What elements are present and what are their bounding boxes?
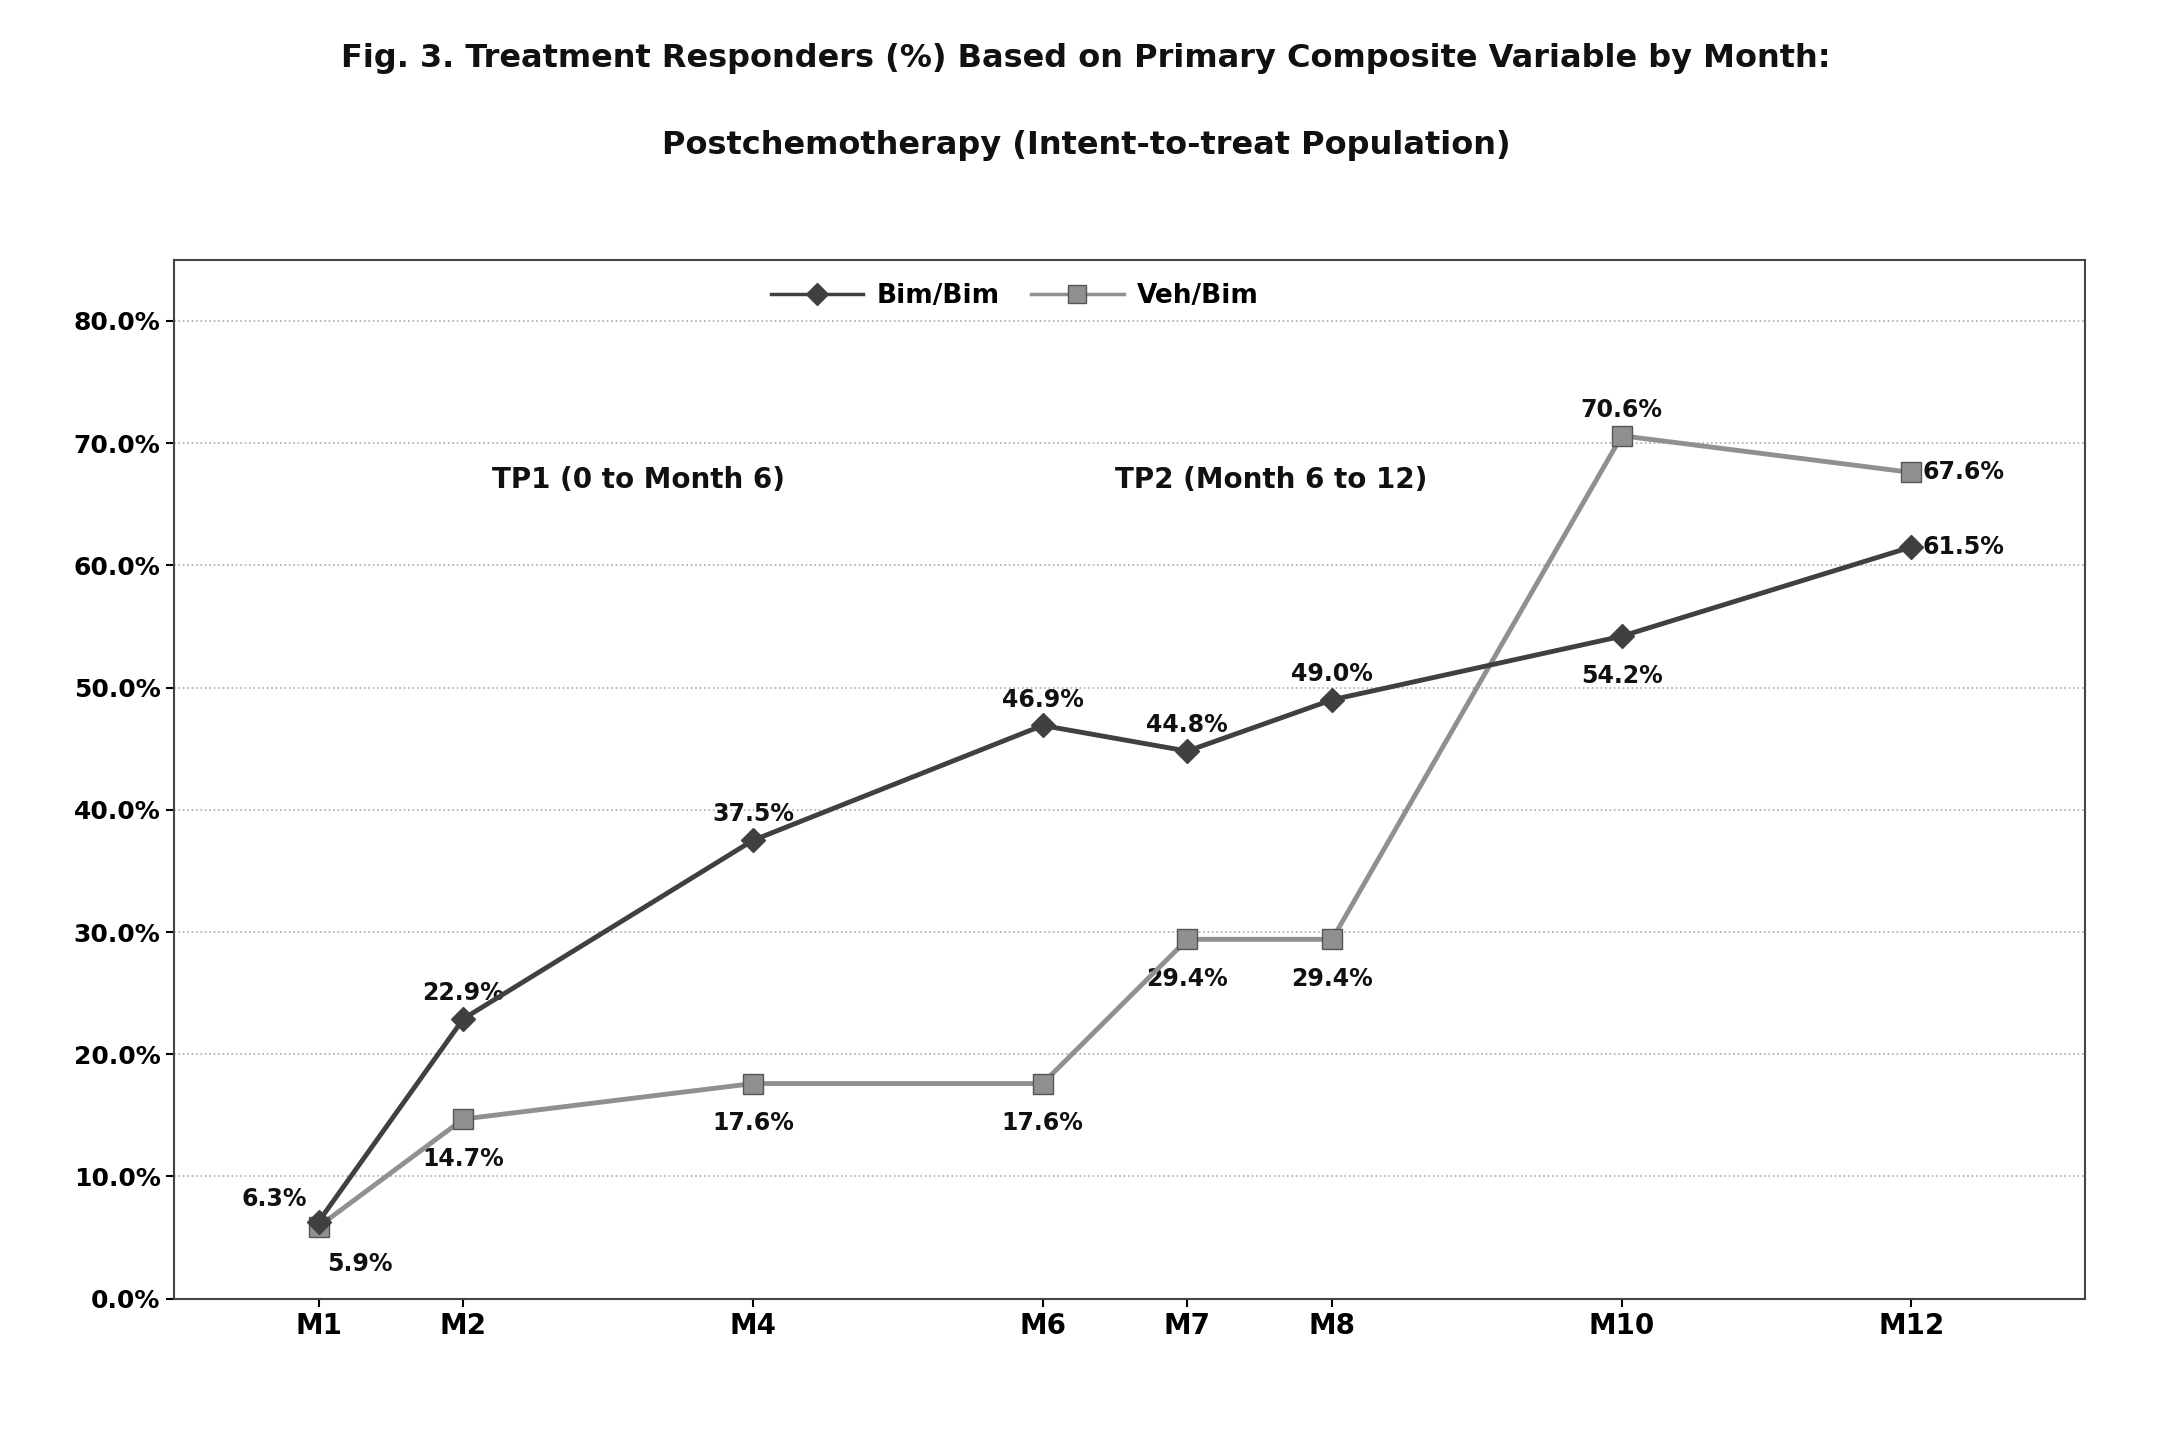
Text: 70.6%: 70.6% <box>1581 398 1664 421</box>
Text: 29.4%: 29.4% <box>1292 967 1373 991</box>
Text: TP2 (Month 6 to 12): TP2 (Month 6 to 12) <box>1114 466 1427 494</box>
Text: 61.5%: 61.5% <box>1922 535 2005 558</box>
Text: 17.6%: 17.6% <box>1001 1111 1084 1136</box>
Text: 29.4%: 29.4% <box>1147 967 1227 991</box>
Text: 6.3%: 6.3% <box>241 1186 308 1211</box>
Text: 37.5%: 37.5% <box>712 802 795 827</box>
Text: 14.7%: 14.7% <box>424 1147 504 1170</box>
Text: Fig. 3. Treatment Responders (%) Based on Primary Composite Variable by Month:: Fig. 3. Treatment Responders (%) Based o… <box>341 43 1831 74</box>
Text: 44.8%: 44.8% <box>1147 713 1227 737</box>
Text: 54.2%: 54.2% <box>1581 664 1662 688</box>
Text: 67.6%: 67.6% <box>1922 460 2005 485</box>
Text: 17.6%: 17.6% <box>712 1111 795 1136</box>
Text: 5.9%: 5.9% <box>328 1251 393 1276</box>
Text: 49.0%: 49.0% <box>1290 662 1373 685</box>
Text: TP1 (0 to Month 6): TP1 (0 to Month 6) <box>493 466 786 494</box>
Text: Postchemotherapy (Intent-to-treat Population): Postchemotherapy (Intent-to-treat Popula… <box>662 130 1510 160</box>
Text: 22.9%: 22.9% <box>424 981 504 1004</box>
Legend: Bim/Bim, Veh/Bim: Bim/Bim, Veh/Bim <box>760 273 1268 320</box>
Text: 46.9%: 46.9% <box>1001 687 1084 711</box>
